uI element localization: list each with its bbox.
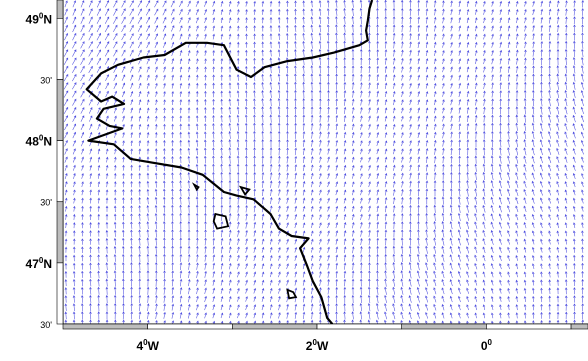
svg-text:470N: 470N <box>26 256 52 271</box>
lon-scale-segment <box>486 323 572 330</box>
lon-scale-segment <box>570 323 588 330</box>
coastline-layer <box>85 0 374 324</box>
svg-text:40W: 40W <box>136 338 159 353</box>
lon-scale-segment <box>316 323 403 330</box>
lat-tick-label: 30' <box>40 198 52 208</box>
lat-tick-label: 490N <box>26 11 52 26</box>
lat-scale-segment <box>56 262 64 325</box>
svg-text:20W: 20W <box>306 338 329 353</box>
lat-scale-segment <box>56 18 64 80</box>
wind-arrows <box>63 0 585 324</box>
island-outline <box>286 288 298 300</box>
svg-text:00: 00 <box>481 338 493 353</box>
lat-tick-label: 480N <box>26 134 52 149</box>
island-outline <box>191 182 200 192</box>
lon-tick-label: 00 <box>481 338 493 353</box>
lat-tick-label: 30' <box>40 320 52 330</box>
lat-tick-label: 470N <box>26 256 52 271</box>
svg-text:490N: 490N <box>26 11 52 26</box>
lon-scale-segment <box>401 323 487 330</box>
svg-text:480N: 480N <box>26 134 52 149</box>
map-frame <box>56 0 588 330</box>
lon-scale-segment <box>147 323 233 330</box>
longitude-labels: 40W 20W 00 <box>136 338 492 353</box>
svg-text:30': 30' <box>40 320 52 330</box>
lat-scale-segment <box>56 201 64 264</box>
island-outline <box>212 212 230 230</box>
wind-arrows-layer <box>63 0 585 324</box>
lat-scale-segment <box>56 0 64 19</box>
lon-tick-label: 20W <box>306 338 329 353</box>
lon-scale-segment <box>232 323 318 330</box>
svg-text:30': 30' <box>40 75 52 85</box>
coastline <box>85 0 374 324</box>
lat-scale-segment <box>56 79 64 141</box>
svg-text:30': 30' <box>40 198 52 208</box>
latitude-labels: 490N 30' 480N 30' 470N 30' <box>26 11 53 330</box>
lat-tick-label: 30' <box>40 75 52 85</box>
lon-scale-segment <box>62 323 148 330</box>
lon-tick-label: 40W <box>136 338 159 353</box>
island-outline <box>238 185 251 196</box>
lat-scale-segment <box>56 140 64 203</box>
